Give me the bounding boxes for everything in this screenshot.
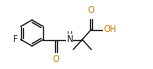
Text: O: O	[88, 6, 95, 15]
Text: F: F	[12, 35, 17, 44]
Text: OH: OH	[103, 25, 116, 34]
Text: O: O	[53, 55, 60, 65]
Text: H: H	[66, 30, 72, 39]
Text: N: N	[66, 34, 73, 43]
